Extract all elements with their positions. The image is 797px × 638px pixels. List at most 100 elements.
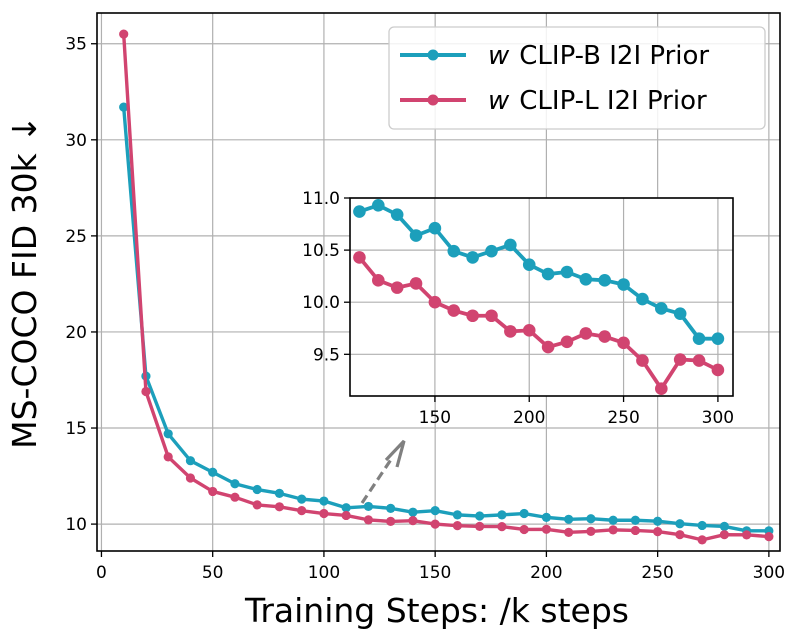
inset-point-clip-b xyxy=(353,205,366,218)
inset-point-clip-b xyxy=(504,238,517,252)
main-point-clip-l xyxy=(719,530,729,540)
x-tick-label: 0 xyxy=(96,563,107,583)
x-tick-label: 200 xyxy=(513,408,545,428)
legend-name-clip-l: CLIP-L I2I Prior xyxy=(519,86,707,116)
y-axis-title: MS-COCO FID 30k ↓ xyxy=(5,115,44,449)
inset-point-clip-b xyxy=(636,292,649,306)
y-tick-label: 10.0 xyxy=(302,293,340,313)
legend-label-clip-l: w CLIP-L I2I Prior xyxy=(488,86,707,116)
main-point-clip-b xyxy=(163,429,173,439)
main-series-layer xyxy=(119,29,774,545)
main-point-clip-b xyxy=(363,501,374,512)
x-tick-label: 200 xyxy=(530,563,562,583)
y-tick-label: 20 xyxy=(65,323,87,343)
inset-point-clip-l xyxy=(372,274,385,287)
y-tick-label: 10.5 xyxy=(302,241,340,261)
main-point-clip-b xyxy=(252,484,262,495)
x-tick-label: 250 xyxy=(607,408,639,428)
inset-point-clip-b xyxy=(579,272,593,286)
legend-box xyxy=(388,26,766,130)
inset-point-clip-b xyxy=(466,251,479,264)
main-point-clip-b xyxy=(697,520,707,531)
inset-point-clip-b xyxy=(522,258,536,271)
y-tick-label: 11.0 xyxy=(302,189,340,209)
inset-point-clip-l xyxy=(409,277,423,290)
inset-point-clip-b xyxy=(598,274,612,287)
x-tick-label: 150 xyxy=(419,563,451,583)
inset-frame xyxy=(349,197,734,397)
main-point-clip-l xyxy=(497,521,507,532)
main-point-clip-b xyxy=(341,503,351,513)
main-point-clip-l xyxy=(386,516,396,527)
main-point-clip-l xyxy=(185,473,196,483)
main-point-clip-l xyxy=(297,506,307,516)
legend-prefix-clip-b: w xyxy=(488,41,510,71)
inset-point-clip-b xyxy=(372,198,385,212)
inset-point-clip-b xyxy=(692,332,706,345)
main-point-clip-l xyxy=(341,510,351,521)
inset-plot: 150 200 250 300 11.0 10.5 10.0 9.5 xyxy=(302,189,734,428)
inset-point-clip-l xyxy=(541,340,555,354)
x-axis-title: Training Steps: /k steps xyxy=(244,591,629,630)
legend-prefix-clip-l: w xyxy=(488,86,510,116)
inset-point-clip-b xyxy=(655,302,668,315)
main-point-clip-b xyxy=(319,496,329,506)
inset-point-clip-b xyxy=(673,307,687,320)
main-point-clip-b xyxy=(408,507,418,517)
main-point-clip-l xyxy=(319,508,329,519)
main-point-clip-b xyxy=(497,510,507,520)
x-tick-label: 300 xyxy=(753,563,785,583)
y-tick-label: 10 xyxy=(65,515,87,535)
inset-point-clip-l xyxy=(353,251,366,264)
inset-point-clip-b xyxy=(617,278,630,291)
main-point-clip-b xyxy=(119,102,129,112)
inset-point-clip-l xyxy=(636,354,649,367)
x-tick-label: 300 xyxy=(702,408,734,428)
zoom-arrow-shaft xyxy=(360,457,394,504)
inset-point-clip-b xyxy=(428,221,442,235)
zoom-arrow-head xyxy=(384,439,406,468)
inset-point-clip-l xyxy=(447,304,461,317)
y-tick-label: 25 xyxy=(65,227,87,247)
main-point-clip-l xyxy=(564,527,574,537)
main-plot-frame xyxy=(96,12,781,552)
main-point-clip-b xyxy=(452,510,463,520)
main-point-clip-b xyxy=(564,514,574,524)
legend-name-clip-b: CLIP-B I2I Prior xyxy=(519,41,709,71)
main-point-clip-b xyxy=(208,467,218,477)
legend-label-clip-b: w CLIP-B I2I Prior xyxy=(488,41,709,71)
inset-point-clip-b xyxy=(447,244,461,258)
inset-point-clip-b xyxy=(541,267,555,281)
inset-point-clip-b xyxy=(409,229,423,242)
main-point-clip-l xyxy=(519,524,529,535)
x-tick-label: 250 xyxy=(641,563,673,583)
inset-point-clip-l xyxy=(390,281,404,294)
main-point-clip-b xyxy=(274,488,285,498)
inset-point-clip-l xyxy=(673,353,687,366)
main-point-clip-l xyxy=(252,500,262,510)
inset-point-clip-l xyxy=(485,309,498,323)
main-point-clip-l xyxy=(208,486,218,497)
inset-point-clip-l xyxy=(504,325,517,338)
main-point-clip-l xyxy=(274,502,285,512)
y-tick-label: 30 xyxy=(65,131,87,151)
main-point-clip-b xyxy=(297,494,307,504)
inset-series-layer xyxy=(353,198,725,396)
main-point-clip-l xyxy=(452,521,463,531)
main-point-clip-l xyxy=(475,521,485,532)
x-tick-label: 150 xyxy=(419,408,451,428)
main-point-clip-l xyxy=(675,530,685,540)
inset-point-clip-l xyxy=(598,330,612,343)
main-ticks: 0 50 100 150 200 250 300 10 15 20 25 30 35 xyxy=(65,35,785,583)
main-point-clip-l xyxy=(608,525,618,535)
inset-point-clip-b xyxy=(390,208,404,221)
legend: w CLIP-B I2I Prior w CLIP-L I2I Prior xyxy=(388,26,766,130)
main-point-clip-b xyxy=(630,515,640,525)
main-point-clip-l xyxy=(163,452,173,462)
y-tick-label: 15 xyxy=(65,419,87,439)
main-point-clip-b xyxy=(586,514,596,524)
main-point-clip-b xyxy=(719,521,729,532)
inset-point-clip-l xyxy=(560,335,574,349)
main-point-clip-b xyxy=(430,506,440,516)
